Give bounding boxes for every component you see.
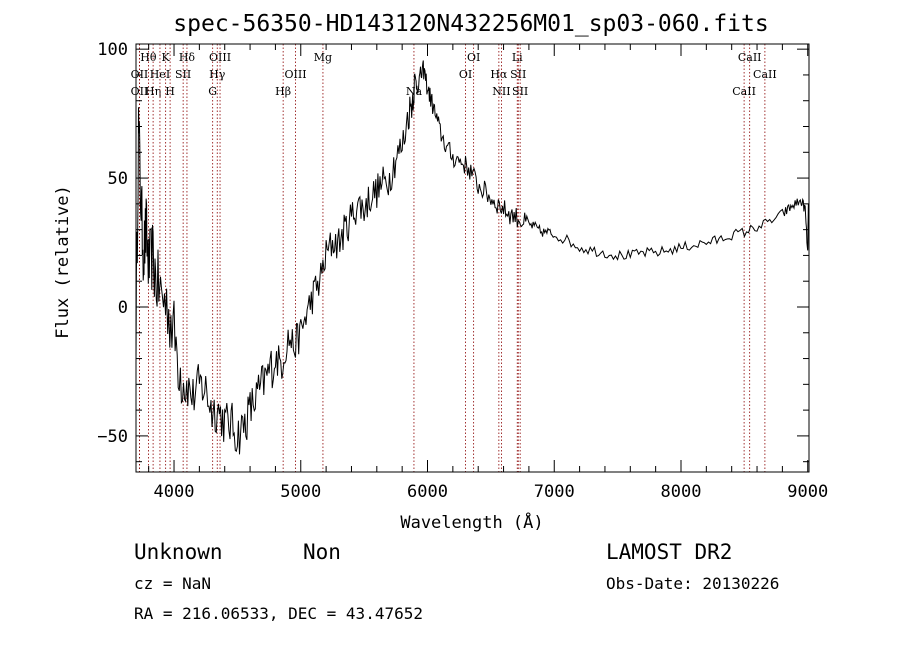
marker-label-14: Mg [314, 51, 332, 64]
x-axis-label: Wavelength (Å) [400, 511, 543, 533]
marker-label-17: OI [459, 68, 472, 81]
series-layer [135, 60, 809, 455]
class-label: Unknown [134, 540, 223, 564]
x-tick-label-5: 9000 [787, 482, 828, 502]
marker-label-20: Li [512, 51, 523, 64]
marker-label-0: Hθ [140, 51, 157, 64]
obs-date-text: Obs-Date: 20130226 [606, 574, 779, 593]
survey-label: LAMOST DR2 [606, 540, 732, 564]
marker-label-9: OIII [209, 51, 231, 64]
marker-label-16: OI [467, 51, 480, 64]
marker-label-21: SII [510, 68, 526, 81]
marker-label-22: SII [512, 85, 528, 98]
marker-label-8: Hδ [179, 51, 196, 64]
redshift-text: cz = NaN [134, 574, 211, 593]
x-tick-label-3: 7000 [534, 482, 575, 502]
y-tick-label-0: −50 [97, 427, 128, 447]
marker-label-6: H [165, 85, 175, 98]
y-tick-label-2: 50 [108, 169, 128, 189]
marker-label-19: NII [492, 85, 510, 98]
marker-label-2: OII [131, 85, 149, 98]
y-axis-label: Flux (relative) [53, 185, 73, 339]
marker-label-13: Hβ [275, 85, 291, 98]
marker-label-12: OIII [285, 68, 307, 81]
x-tick-label-0: 4000 [154, 482, 195, 502]
coordinates-text: RA = 216.06533, DEC = 43.47652 [134, 604, 423, 623]
line-markers: HθOIIOIIHηHeIKHSIIHδOIIIHγGOIIIHβMgNaOIO… [131, 44, 777, 472]
marker-label-4: HeI [150, 68, 170, 81]
marker-label-24: CaII [753, 68, 777, 81]
marker-label-25: CaII [732, 85, 756, 98]
y-tick-label-3: 100 [97, 40, 128, 60]
marker-label-5: K [162, 51, 171, 64]
plot-frame [135, 43, 810, 473]
spectrum-line [135, 60, 809, 455]
marker-label-18: Hα [490, 68, 508, 81]
x-tick-label-4: 8000 [661, 482, 702, 502]
subclass-label: Non [303, 540, 341, 564]
chart-title: spec-56350-HD143120N432256M01_sp03-060.f… [173, 11, 768, 37]
x-tick-label-2: 6000 [407, 482, 448, 502]
y-tick-label-1: 0 [118, 298, 128, 318]
marker-label-7: SII [175, 68, 191, 81]
marker-label-23: CaII [738, 51, 762, 64]
x-axis: 4000 5000 6000 7000 8000 9000 [148, 44, 828, 502]
x-tick-label-1: 5000 [280, 482, 321, 502]
y-axis: −50 0 50 100 [97, 40, 809, 463]
marker-label-3: Hη [145, 85, 161, 98]
marker-label-10: Hγ [209, 68, 226, 81]
marker-label-11: G [208, 85, 217, 98]
